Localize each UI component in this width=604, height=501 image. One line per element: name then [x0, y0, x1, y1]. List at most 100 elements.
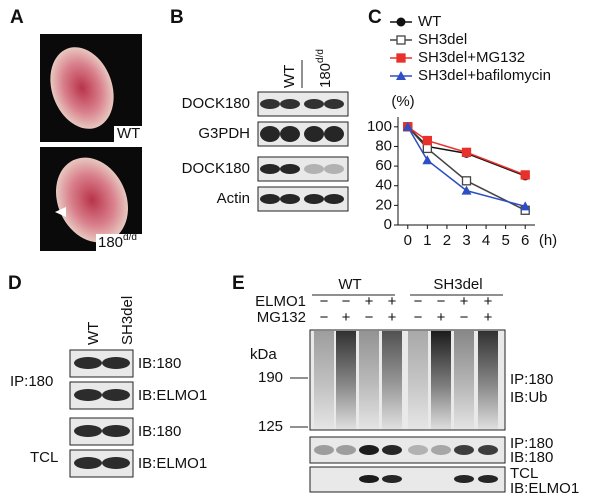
blot-label: IP:180 — [510, 371, 553, 388]
legend-label: SH3del+MG132 — [418, 49, 525, 66]
band — [280, 126, 300, 142]
sign: − — [320, 309, 329, 326]
sign: + — [437, 309, 446, 326]
row-label: Actin — [217, 190, 250, 207]
embryo — [50, 47, 114, 129]
band — [324, 126, 344, 142]
band — [260, 194, 280, 204]
sign: − — [414, 293, 423, 310]
band — [359, 475, 379, 483]
y-axis-label: (%) — [391, 93, 414, 110]
band — [431, 445, 451, 455]
band — [324, 99, 344, 109]
y-tick-label: 60 — [375, 157, 392, 174]
photo-label: 180d/d — [98, 232, 137, 251]
group-label: WT — [338, 276, 361, 293]
band — [102, 425, 130, 437]
band — [102, 457, 130, 469]
smear — [454, 331, 474, 429]
blot-group — [309, 329, 506, 493]
label-box — [96, 234, 142, 251]
marker — [461, 176, 472, 186]
blot-label: IP:180 — [510, 435, 553, 452]
band — [454, 475, 474, 483]
group-label: SH3del — [433, 276, 482, 293]
band — [304, 194, 324, 204]
blot-group — [69, 349, 134, 478]
band — [304, 126, 324, 142]
smear — [408, 331, 428, 429]
blot — [309, 466, 506, 493]
band — [324, 194, 344, 204]
band — [478, 445, 498, 455]
band — [359, 445, 379, 455]
marker — [520, 201, 531, 211]
label-box — [114, 126, 142, 142]
band — [74, 457, 102, 469]
sign: + — [460, 293, 469, 310]
label-sup: d/d — [123, 232, 137, 243]
row-label: MG132 — [257, 309, 306, 326]
blot-label: IB:180 — [510, 449, 553, 466]
band — [260, 164, 280, 174]
sign: − — [414, 309, 423, 326]
blot-label: IB:Ub — [510, 389, 548, 406]
marker — [396, 71, 406, 80]
x-tick-label: 6 — [521, 232, 529, 249]
x-tick-label: 4 — [482, 232, 490, 249]
smear — [314, 331, 334, 429]
band — [336, 445, 356, 455]
blot-label: IB:180 — [138, 355, 181, 372]
smear — [431, 331, 451, 429]
row-label: ELMO1 — [255, 293, 306, 310]
band — [260, 99, 280, 109]
row-label: G3PDH — [198, 125, 250, 142]
smear — [478, 331, 498, 429]
y-tick-label: 100 — [367, 118, 392, 135]
band — [74, 389, 102, 401]
band — [304, 164, 324, 174]
column-label: WT — [281, 65, 298, 88]
smear — [382, 331, 402, 429]
marker — [402, 121, 413, 131]
series-line — [407, 126, 526, 176]
band — [260, 126, 280, 142]
band — [102, 389, 130, 401]
legend-label: SH3del+bafilomycin — [418, 67, 551, 84]
blot-group — [257, 91, 349, 212]
sign: + — [484, 293, 493, 310]
marker — [461, 185, 472, 195]
blot-label: IB:ELMO1 — [138, 387, 207, 404]
band — [454, 445, 474, 455]
photo-label: WT — [117, 125, 140, 142]
x-tick-label: 1 — [423, 232, 431, 249]
panel-letter: A — [10, 7, 24, 28]
label-sup: d/d — [315, 49, 326, 63]
x-axis-label: (h) — [539, 232, 557, 249]
y-tick-label: 20 — [375, 196, 392, 213]
marker — [461, 147, 472, 157]
band — [74, 425, 102, 437]
unit-label: kDa — [250, 346, 277, 363]
panel-letter: E — [232, 273, 245, 294]
panel-letter: C — [368, 7, 382, 28]
panel-letter: B — [170, 7, 184, 28]
smear — [336, 331, 356, 429]
panel-letter: D — [8, 273, 22, 294]
series-line — [407, 126, 526, 208]
blot-label: IB:ELMO1 — [138, 455, 207, 472]
sign: + — [484, 309, 493, 326]
label-base: 180 — [98, 234, 123, 251]
label-base: 180 — [317, 63, 334, 88]
x-tick-label: 0 — [404, 232, 412, 249]
marker-label: 125 — [258, 418, 283, 435]
blot-label: IB:180 — [138, 423, 181, 440]
sign: − — [342, 293, 351, 310]
sign: + — [342, 309, 351, 326]
column-label: 180d/d — [315, 49, 334, 88]
sign: + — [365, 293, 374, 310]
band — [382, 475, 402, 483]
marker — [396, 35, 406, 45]
